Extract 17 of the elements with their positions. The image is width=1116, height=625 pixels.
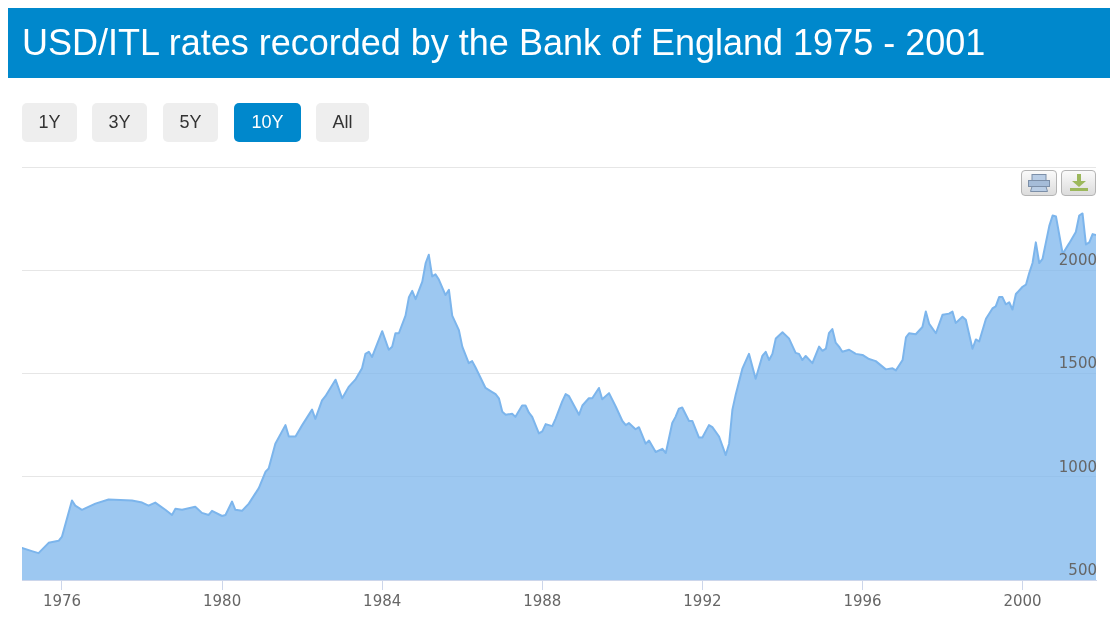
y-tick-label: 1500 (1058, 354, 1097, 373)
x-tick-label: 1980 (203, 591, 242, 610)
x-tick-label: 1984 (363, 591, 402, 610)
x-tick-label: 1992 (683, 591, 722, 610)
y-tick-label: 500 (1068, 560, 1097, 579)
chart-title: USD/ITL rates recorded by the Bank of England 1975 - 2001 (8, 8, 1110, 78)
y-tick-label: 2000 (1058, 251, 1097, 270)
x-tick-label: 1988 (523, 591, 562, 610)
range-button: 5Y (163, 103, 218, 142)
range-button: 3Y (92, 103, 147, 142)
range-button: 1Y (22, 103, 77, 142)
x-tick-label: 1976 (42, 591, 82, 610)
range-button: All (316, 103, 369, 142)
x-tick-label: 1996 (843, 591, 882, 610)
range-button: 10Y (234, 103, 301, 142)
y-tick-label: 1000 (1058, 457, 1097, 476)
x-tick-label: 2000 (1003, 591, 1042, 610)
